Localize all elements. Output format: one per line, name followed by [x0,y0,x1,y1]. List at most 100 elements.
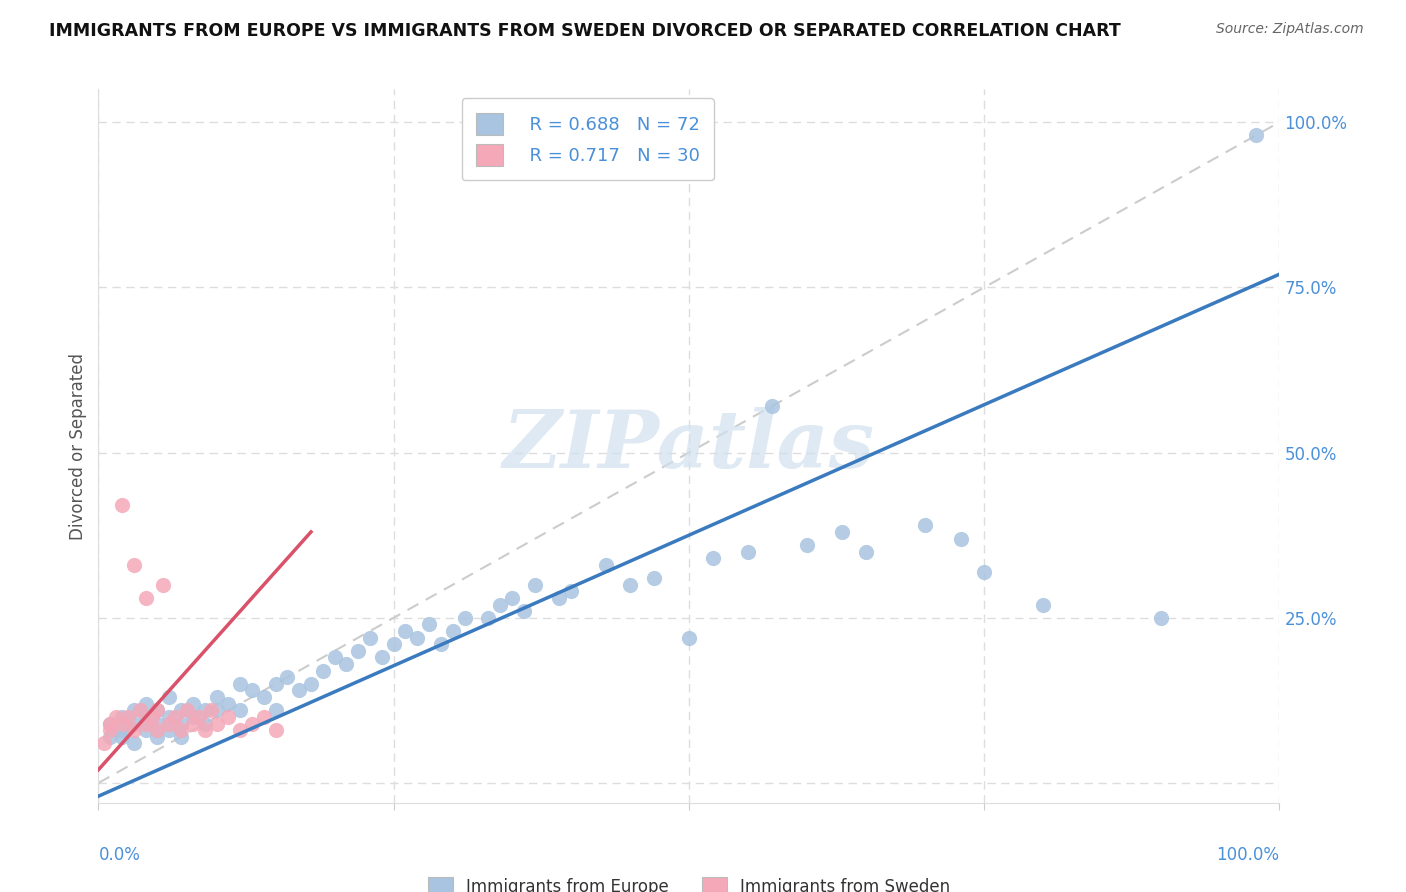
Point [146,716,169,731]
Y-axis label: Divorced or Separated: Divorced or Separated [69,352,87,540]
Point [135,716,157,731]
Point [394,624,416,638]
Point [323,650,346,665]
Point [205,690,228,704]
Point [111,710,134,724]
Point [135,697,157,711]
Point [229,703,252,717]
Point [111,499,134,513]
Legend: Immigrants from Europe, Immigrants from Sweden: Immigrants from Europe, Immigrants from … [419,868,959,892]
Point [117,710,139,724]
Point [157,716,180,731]
Point [276,670,298,684]
Point [170,723,193,738]
Point [1150,611,1173,625]
Point [135,710,157,724]
Point [418,617,440,632]
Point [1032,598,1054,612]
Point [441,624,464,638]
Point [855,545,877,559]
Point [477,611,499,625]
Point [335,657,357,671]
Point [264,703,287,717]
Text: 100.0%: 100.0% [1216,846,1279,863]
Point [371,650,394,665]
Point [229,677,252,691]
Point [253,690,276,704]
Point [619,578,641,592]
Point [347,644,370,658]
Point [98,730,121,744]
Point [122,703,145,717]
Point [761,400,783,414]
Point [93,736,115,750]
Point [146,703,169,717]
Point [194,716,217,731]
Point [489,598,512,612]
Point [382,637,405,651]
Point [914,518,936,533]
Point [200,703,222,717]
Point [512,604,534,618]
Point [217,697,239,711]
Point [796,538,818,552]
Point [299,677,322,691]
Point [264,677,287,691]
Point [973,565,995,579]
Point [98,723,121,738]
Point [229,723,252,738]
Point [111,730,134,744]
Point [170,703,193,717]
Point [146,723,169,738]
Point [135,723,157,738]
Point [122,716,145,731]
Point [105,710,128,724]
Text: ZIPatlas: ZIPatlas [503,408,875,484]
Point [453,611,475,625]
Point [157,710,180,724]
Point [501,591,523,605]
Point [146,730,169,744]
Point [205,716,228,731]
Point [176,703,198,717]
Point [181,697,204,711]
Point [152,578,174,592]
Point [170,730,193,744]
Point [312,664,335,678]
Point [595,558,617,572]
Point [240,716,263,731]
Point [359,631,381,645]
Point [122,558,145,572]
Point [678,631,700,645]
Point [187,710,209,724]
Point [524,578,547,592]
Point [165,710,187,724]
Point [194,703,217,717]
Point [430,637,453,651]
Point [111,716,134,731]
Point [217,710,239,724]
Point [128,703,150,717]
Point [111,723,134,738]
Point [288,683,311,698]
Point [205,703,228,717]
Point [181,716,204,731]
Text: Source: ZipAtlas.com: Source: ZipAtlas.com [1216,22,1364,37]
Point [146,703,169,717]
Point [831,524,853,539]
Point [1244,128,1267,143]
Point [702,551,724,566]
Point [135,591,157,605]
Point [949,532,972,546]
Point [122,723,145,738]
Point [548,591,571,605]
Point [737,545,759,559]
Point [122,736,145,750]
Text: IMMIGRANTS FROM EUROPE VS IMMIGRANTS FROM SWEDEN DIVORCED OR SEPARATED CORRELATI: IMMIGRANTS FROM EUROPE VS IMMIGRANTS FRO… [49,22,1121,40]
Point [98,716,121,731]
Point [406,631,429,645]
Text: 0.0%: 0.0% [98,846,141,863]
Point [181,710,204,724]
Point [643,571,665,585]
Point [194,723,217,738]
